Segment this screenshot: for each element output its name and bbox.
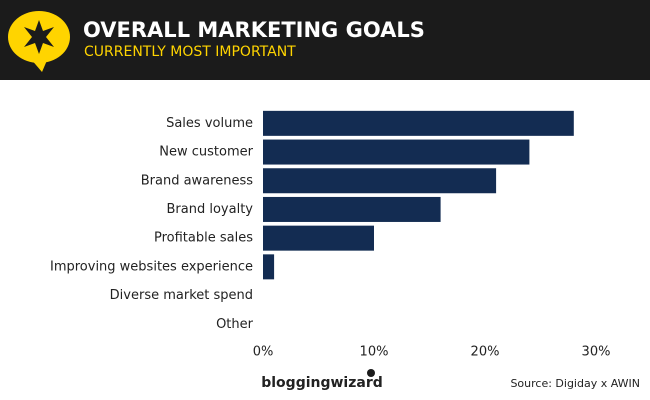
bar	[263, 254, 275, 280]
header-icon	[8, 11, 70, 72]
x-tick-label: 20%	[471, 345, 500, 360]
chart-subtitle: CURRENTLY MOST IMPORTANT	[84, 44, 296, 60]
category-label: Sales volume	[166, 116, 253, 131]
source: Source: Digiday x AWIN	[510, 377, 640, 390]
x-tick-label: 0%	[253, 345, 274, 360]
bar	[263, 110, 574, 136]
x-tick-label: 10%	[360, 345, 389, 360]
logo-text: bloggingwizard	[261, 375, 383, 391]
category-label: Diverse market spend	[110, 288, 253, 303]
header-band	[0, 0, 650, 80]
category-label: New customer	[159, 145, 253, 160]
bar	[263, 225, 374, 251]
category-label: Other	[216, 317, 254, 332]
bar	[263, 196, 441, 222]
category-label: Brand loyalty	[167, 202, 254, 217]
category-label: Profitable sales	[154, 231, 253, 246]
category-label: Brand awareness	[141, 173, 253, 188]
bar	[263, 168, 497, 194]
category-label: Improving websites experience	[50, 259, 253, 274]
x-tick-label: 30%	[582, 345, 611, 360]
logo-dot	[367, 369, 375, 377]
chart-title: OVERALL MARKETING GOALS	[83, 18, 425, 42]
bar	[263, 139, 530, 165]
